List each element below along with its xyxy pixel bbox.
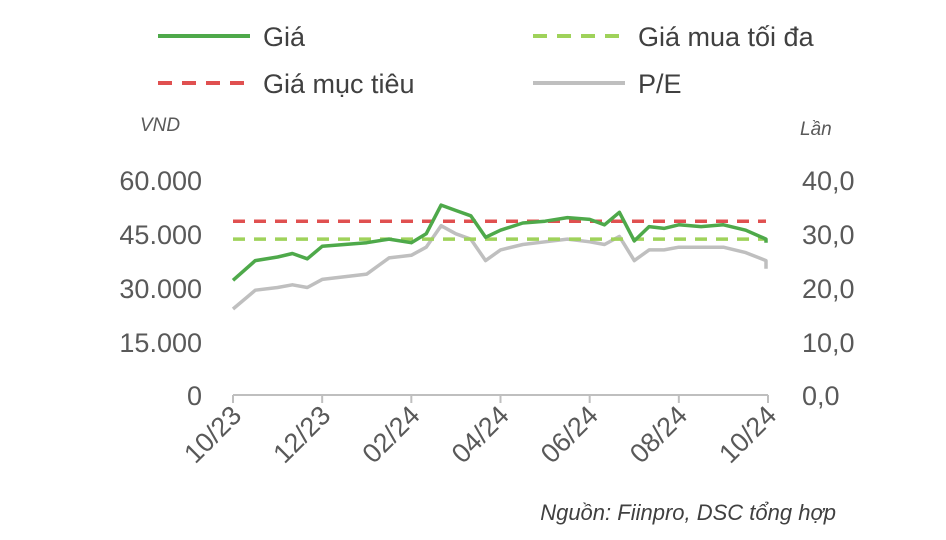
x-tick-label: 10/24 — [713, 400, 782, 469]
right-tick: 20,0 — [802, 274, 855, 304]
legend: Giá Giá mua tối đa Giá mục tiêu P/E — [158, 22, 815, 99]
left-axis-unit: VND — [140, 115, 180, 136]
series-layer — [231, 203, 768, 311]
x-tick-label: 06/24 — [535, 400, 604, 469]
left-tick: 0 — [187, 381, 202, 411]
left-tick: 60.000 — [119, 166, 202, 196]
legend-label-pe: P/E — [638, 69, 682, 99]
legend-label-target: Giá mục tiêu — [263, 69, 415, 99]
left-tick: 45.000 — [119, 220, 202, 250]
series-price-line — [231, 203, 768, 282]
x-axis-ticks: 10/23 12/23 02/24 04/24 06/24 08/24 10/24 — [178, 395, 782, 469]
right-axis-unit: Lần — [800, 119, 832, 140]
x-tick-label: 04/24 — [446, 400, 515, 469]
right-tick: 30,0 — [802, 220, 855, 250]
legend-label-price: Giá — [263, 22, 306, 52]
source-note: Nguồn: Fiinpro, DSC tổng hợp — [540, 500, 836, 525]
x-tick-label: 02/24 — [357, 400, 426, 469]
left-axis-ticks: 60.000 45.000 30.000 15.000 0 — [119, 166, 202, 411]
right-axis-ticks: 40,0 30,0 20,0 10,0 0,0 — [802, 166, 855, 411]
legend-label-max-buy: Giá mua tối đa — [638, 22, 815, 52]
x-tick-label: 12/23 — [267, 400, 336, 469]
left-tick: 30.000 — [119, 274, 202, 304]
right-tick: 0,0 — [802, 381, 840, 411]
right-tick: 40,0 — [802, 166, 855, 196]
series-pe-line — [231, 223, 768, 311]
x-tick-label: 08/24 — [624, 400, 693, 469]
right-tick: 10,0 — [802, 328, 855, 358]
left-tick: 15.000 — [119, 328, 202, 358]
